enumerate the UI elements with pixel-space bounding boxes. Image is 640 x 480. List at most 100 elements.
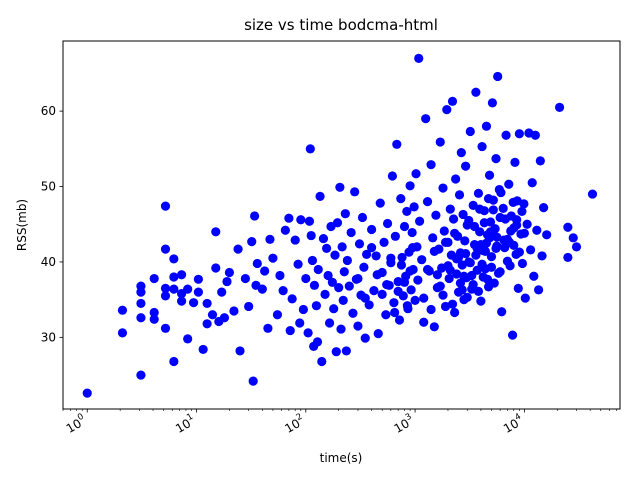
data-point bbox=[510, 157, 520, 168]
data-point bbox=[486, 252, 497, 262]
data-point bbox=[519, 199, 529, 209]
data-point bbox=[421, 114, 431, 124]
data-point bbox=[357, 212, 368, 223]
x-tick-label: 101 bbox=[173, 412, 195, 436]
data-point bbox=[477, 259, 487, 269]
data-point bbox=[303, 328, 313, 338]
data-point bbox=[440, 301, 451, 312]
y-axis-label: RSS(mb) bbox=[15, 199, 29, 251]
data-point bbox=[367, 243, 377, 253]
data-point bbox=[410, 295, 420, 306]
data-point bbox=[377, 289, 387, 299]
x-axis: 100 101 102 103 104 bbox=[62, 409, 618, 436]
data-point bbox=[475, 204, 485, 214]
data-point bbox=[337, 242, 347, 252]
data-point bbox=[193, 287, 203, 297]
y-tick-label: 30 bbox=[41, 330, 56, 344]
data-point bbox=[278, 286, 288, 296]
data-point bbox=[411, 169, 421, 179]
data-point bbox=[435, 281, 445, 291]
data-point bbox=[211, 227, 221, 237]
data-point bbox=[457, 285, 467, 295]
data-point bbox=[520, 293, 530, 303]
data-point bbox=[447, 299, 458, 309]
data-point bbox=[244, 301, 254, 312]
data-point bbox=[183, 334, 193, 344]
data-point bbox=[489, 278, 499, 288]
data-point bbox=[327, 277, 337, 287]
data-point bbox=[393, 286, 403, 296]
data-point bbox=[330, 250, 340, 260]
data-point bbox=[260, 266, 270, 276]
data-point bbox=[461, 161, 471, 171]
data-point bbox=[82, 388, 92, 398]
data-point bbox=[320, 289, 330, 299]
data-point bbox=[169, 254, 179, 264]
data-point bbox=[324, 318, 335, 328]
data-point bbox=[438, 290, 448, 300]
points-layer bbox=[82, 53, 598, 398]
data-point bbox=[529, 271, 539, 281]
x-axis-label: time(s) bbox=[320, 451, 363, 465]
data-point bbox=[497, 307, 507, 317]
data-point bbox=[473, 188, 484, 198]
data-point bbox=[514, 129, 524, 139]
data-point bbox=[307, 255, 318, 266]
data-point bbox=[372, 270, 382, 280]
data-point bbox=[405, 181, 415, 191]
data-point bbox=[492, 232, 502, 242]
data-point bbox=[295, 318, 305, 328]
data-point bbox=[304, 216, 315, 226]
data-point bbox=[323, 270, 333, 281]
data-point bbox=[364, 300, 374, 310]
data-point bbox=[136, 370, 146, 380]
data-point bbox=[359, 262, 369, 272]
data-point bbox=[473, 286, 484, 296]
data-point bbox=[469, 221, 480, 232]
data-point bbox=[476, 296, 486, 306]
data-point bbox=[458, 209, 468, 220]
data-point bbox=[422, 197, 433, 207]
data-point bbox=[485, 227, 496, 237]
data-point bbox=[375, 198, 385, 208]
data-point bbox=[517, 206, 527, 217]
data-point bbox=[487, 98, 498, 108]
data-point bbox=[417, 255, 427, 265]
data-point bbox=[392, 139, 402, 149]
data-point bbox=[149, 307, 159, 318]
data-point bbox=[506, 226, 516, 236]
data-point bbox=[451, 174, 461, 184]
data-point bbox=[467, 270, 477, 281]
data-point bbox=[136, 281, 146, 291]
data-point bbox=[488, 205, 498, 215]
data-point bbox=[160, 244, 171, 254]
data-point bbox=[296, 215, 306, 225]
data-point bbox=[305, 144, 315, 154]
x-tick-label: 102 bbox=[282, 412, 304, 436]
data-point bbox=[334, 282, 344, 293]
data-point bbox=[414, 53, 424, 63]
data-point bbox=[481, 238, 492, 248]
y-tick-label: 50 bbox=[41, 180, 56, 194]
data-point bbox=[160, 291, 171, 301]
data-point bbox=[248, 376, 258, 386]
data-point bbox=[517, 258, 528, 269]
data-point bbox=[459, 271, 469, 281]
data-point bbox=[480, 246, 491, 256]
data-point bbox=[342, 255, 352, 266]
data-point bbox=[456, 148, 466, 158]
data-point bbox=[439, 226, 449, 236]
data-point bbox=[394, 315, 405, 325]
data-point bbox=[272, 310, 283, 320]
data-point bbox=[481, 121, 492, 131]
data-point bbox=[339, 267, 349, 277]
data-point bbox=[428, 233, 438, 243]
data-point bbox=[554, 102, 565, 112]
data-point bbox=[405, 266, 415, 276]
data-point bbox=[360, 333, 370, 343]
data-point bbox=[587, 189, 598, 199]
data-point bbox=[354, 239, 365, 249]
data-point bbox=[397, 252, 407, 263]
data-point bbox=[462, 292, 472, 302]
